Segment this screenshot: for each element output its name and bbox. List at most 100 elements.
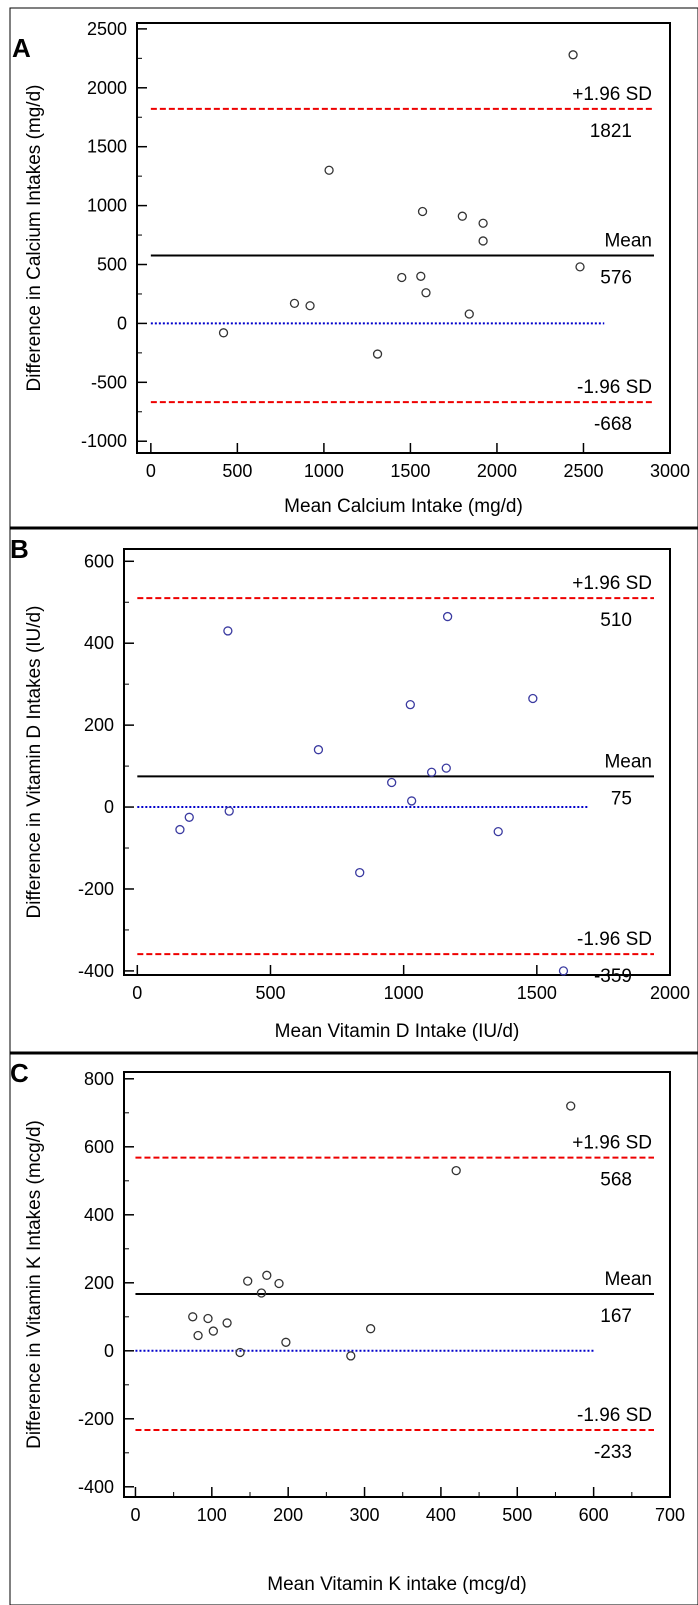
x-tick-label: 400	[426, 1505, 456, 1525]
data-point	[528, 693, 538, 704]
data-point	[281, 1337, 291, 1347]
y-tick-label: 600	[84, 551, 114, 571]
y-tick-label: -400	[78, 1477, 114, 1497]
data-point	[262, 1270, 272, 1280]
y-tick-label: 400	[84, 1205, 114, 1225]
y-tick-label: 1000	[87, 196, 127, 216]
data-point	[208, 1326, 218, 1336]
data-point	[355, 867, 365, 878]
plot-area	[136, 22, 671, 454]
y-tick-label: 0	[117, 313, 127, 333]
data-point	[478, 218, 488, 228]
x-tick-label: 3000	[650, 461, 690, 481]
mean-label: Mean	[604, 231, 652, 252]
data-point	[464, 309, 474, 319]
x-tick-label: 500	[222, 461, 252, 481]
y-tick-label: 2500	[87, 19, 127, 39]
data-point	[416, 271, 426, 281]
x-tick-label: 1000	[384, 983, 424, 1003]
x-tick-label: 0	[132, 983, 142, 1003]
data-point	[188, 1312, 198, 1322]
y-axis-label: Difference in Vitamin K Intakes (mcg/d)	[24, 1120, 45, 1449]
data-point	[397, 272, 407, 283]
x-tick-label: 700	[655, 1505, 685, 1525]
data-point	[575, 262, 585, 272]
upper-limit-label: +1.96 SD	[572, 84, 652, 105]
chart-panel-a: A -1000 -500 0 500 1000 1500 2000 2500 0 500 1000 15…	[12, 19, 690, 517]
x-tick-label: 300	[350, 1505, 380, 1525]
data-point	[175, 824, 185, 835]
panel-label: B	[10, 534, 29, 564]
lower-limit-value: -233	[594, 1442, 632, 1463]
x-axis-label: Mean Vitamin K intake (mcg/d)	[267, 1574, 526, 1595]
lower-limit-value: -359	[594, 966, 632, 987]
x-tick-label: 1500	[517, 983, 557, 1003]
data-point	[405, 700, 415, 710]
y-axis-label: Difference in Calcium Intakes (mg/d)	[24, 85, 45, 392]
data-point	[224, 806, 234, 816]
data-point	[243, 1276, 253, 1286]
y-tick-label: 200	[84, 1273, 114, 1293]
data-point	[256, 1288, 267, 1298]
data-point	[426, 767, 437, 777]
x-tick-label: 2500	[563, 461, 603, 481]
data-point	[558, 966, 569, 976]
y-tick-label: 800	[84, 1069, 114, 1089]
panel-label: A	[12, 33, 31, 63]
x-tick-label: 1000	[304, 461, 344, 481]
y-tick-label: 600	[84, 1137, 114, 1157]
data-point	[346, 1351, 356, 1361]
data-point	[441, 763, 451, 773]
x-axis-label: Mean Vitamin D Intake (IU/d)	[275, 1021, 520, 1042]
y-tick-label: -400	[78, 961, 114, 981]
panel-label: C	[10, 1058, 29, 1088]
data-point	[566, 1101, 576, 1111]
upper-limit-label: +1.96 SD	[572, 1133, 652, 1154]
data-point	[417, 206, 428, 217]
plot-area	[123, 1071, 671, 1498]
lower-limit-label: -1.96 SD	[577, 1405, 652, 1426]
mean-value: 167	[600, 1306, 632, 1327]
y-tick-label: 500	[97, 255, 127, 275]
data-point	[324, 165, 334, 175]
chart-panel-b: B -400 -200 0 200 400 600 0 500 1000 1500 2000 Mean …	[10, 534, 690, 1042]
x-tick-label: 600	[579, 1505, 609, 1525]
data-point	[478, 236, 488, 246]
y-tick-label: 200	[84, 715, 114, 735]
y-tick-label: -500	[91, 372, 127, 392]
data-point	[568, 50, 578, 60]
x-tick-label: 100	[197, 1505, 227, 1525]
data-point	[406, 796, 417, 806]
chart-panel-c: C -400 -200 0 200 400 600 800 0 100 200 300 400 500 60…	[10, 1058, 685, 1595]
data-point	[387, 777, 397, 788]
y-tick-label: -200	[78, 1409, 114, 1429]
mean-value: 576	[600, 268, 632, 289]
x-tick-label: 0	[130, 1505, 140, 1525]
data-point	[289, 298, 300, 309]
x-tick-label: 1500	[390, 461, 430, 481]
data-point	[235, 1347, 245, 1358]
data-point	[457, 211, 467, 221]
x-tick-label: 0	[146, 461, 156, 481]
data-point	[184, 812, 194, 822]
data-point	[218, 328, 229, 338]
lower-limit-label: -1.96 SD	[577, 929, 652, 950]
data-point	[493, 826, 503, 837]
data-point	[203, 1313, 213, 1324]
x-tick-label: 500	[255, 983, 285, 1003]
data-point	[193, 1330, 203, 1341]
data-point	[274, 1278, 284, 1289]
y-tick-label: 1500	[87, 137, 127, 157]
upper-limit-value: 568	[600, 1170, 632, 1191]
lower-limit-value: -668	[594, 414, 632, 435]
data-point	[313, 745, 324, 755]
lower-limit-label: -1.96 SD	[577, 377, 652, 398]
y-tick-label: 0	[104, 797, 114, 817]
y-tick-label: -200	[78, 879, 114, 899]
x-tick-label: 200	[273, 1505, 303, 1525]
y-tick-label: 400	[84, 633, 114, 653]
data-point	[442, 611, 453, 622]
x-tick-label: 500	[502, 1505, 532, 1525]
data-point	[421, 288, 431, 298]
